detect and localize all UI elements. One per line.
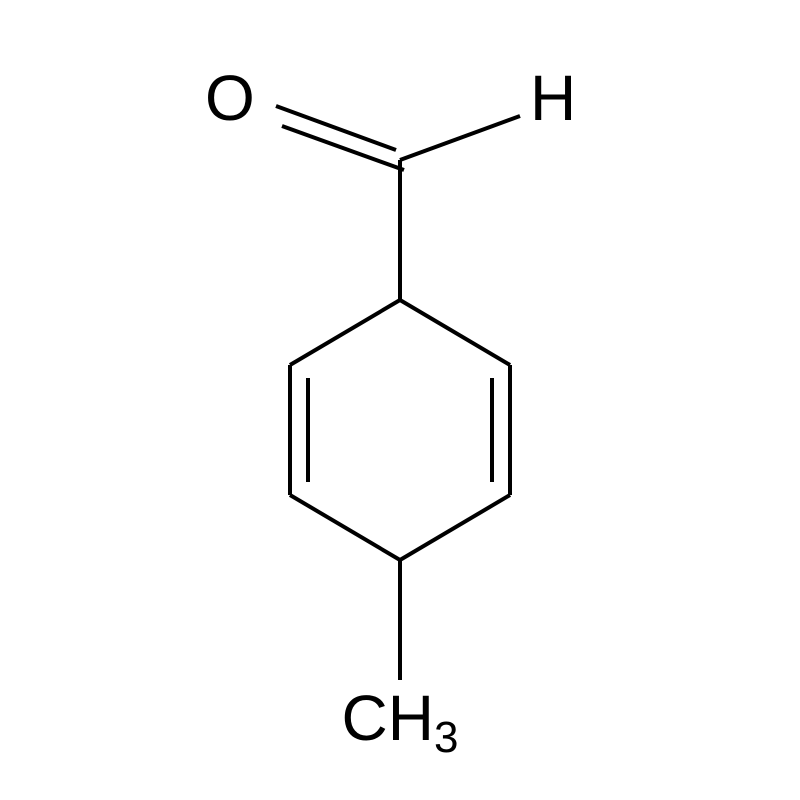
atom-o: O xyxy=(205,62,255,134)
molecule-diagram: O H CH3 xyxy=(0,0,800,800)
atom-ch3-ch: CH xyxy=(342,682,434,754)
bond-ch xyxy=(400,116,520,160)
bond-c1-c2 xyxy=(290,300,400,365)
atom-ch3: CH3 xyxy=(342,682,459,762)
bond-c4-c5 xyxy=(400,495,510,560)
atom-ch3-sub: 3 xyxy=(434,713,458,762)
bond-c6-c1 xyxy=(400,300,510,365)
atom-h: H xyxy=(530,62,576,134)
bond-c3-c4 xyxy=(290,495,400,560)
